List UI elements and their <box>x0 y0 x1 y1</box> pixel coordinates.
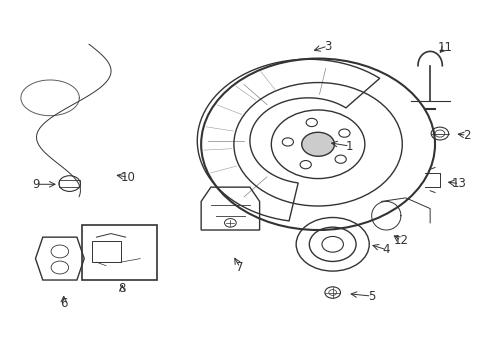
Text: 4: 4 <box>383 243 390 256</box>
Text: 1: 1 <box>346 140 353 153</box>
Text: 5: 5 <box>368 289 375 303</box>
Text: 12: 12 <box>393 234 408 247</box>
Text: 2: 2 <box>463 129 470 142</box>
Text: 6: 6 <box>60 297 68 310</box>
Text: 13: 13 <box>452 177 467 190</box>
Text: 7: 7 <box>236 261 244 274</box>
Bar <box>59 180 80 187</box>
Text: 8: 8 <box>119 283 126 296</box>
Text: 9: 9 <box>33 178 40 191</box>
Text: 10: 10 <box>121 171 136 184</box>
Text: 11: 11 <box>437 41 452 54</box>
Text: 3: 3 <box>324 40 332 53</box>
Circle shape <box>302 132 335 156</box>
Bar <box>82 225 157 280</box>
